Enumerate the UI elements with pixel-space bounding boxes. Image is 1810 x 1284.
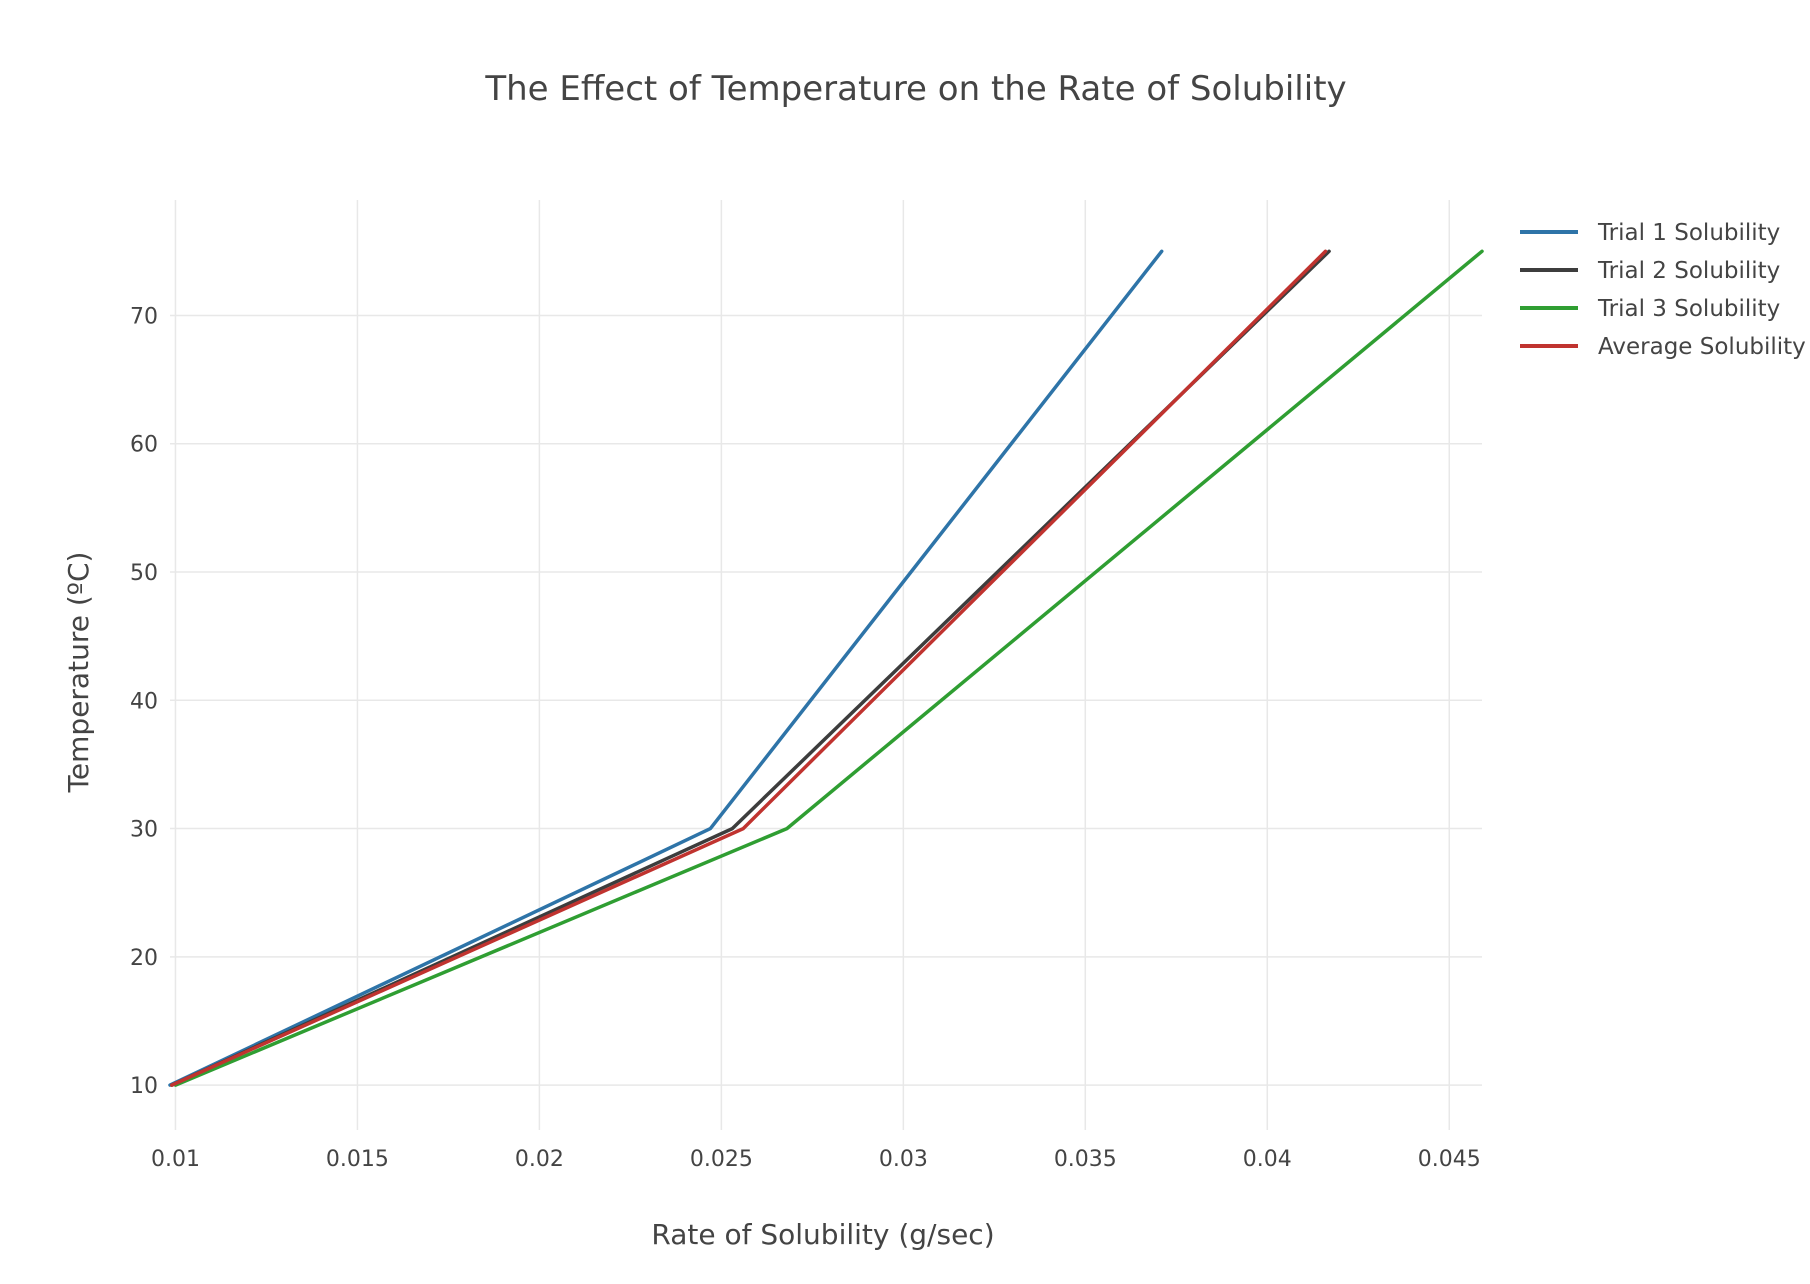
legend-item-3[interactable]: Trial 3 Solubility <box>1520 296 1780 322</box>
legend-label: Average Solubility <box>1598 334 1806 360</box>
series-line-4 <box>170 249 1328 1087</box>
x-tick-label: 0.035 <box>1054 1147 1117 1172</box>
x-axis-ticks: 0.01 0.015 0.02 0.025 0.03 0.035 0.04 0.045 <box>151 1147 1481 1172</box>
legend-item-1[interactable]: Trial 1 Solubility <box>1520 220 1780 246</box>
x-tick-label: 0.01 <box>151 1147 200 1172</box>
y-axis-title: Temperature (ºC) <box>62 552 95 794</box>
x-tick-label: 0.03 <box>879 1147 928 1172</box>
y-tick-label: 50 <box>130 561 158 586</box>
x-tick-label: 0.04 <box>1243 1147 1292 1172</box>
plot-series <box>168 249 1484 1087</box>
legend-item-4[interactable]: Average Solubility <box>1520 334 1806 360</box>
y-tick-label: 60 <box>130 433 158 458</box>
x-axis-title: Rate of Solubility (g/sec) <box>651 1218 994 1251</box>
y-tick-label: 10 <box>130 1074 158 1099</box>
legend-label: Trial 1 Solubility <box>1597 220 1780 246</box>
legend[interactable]: Trial 1 Solubility Trial 2 Solubility Tria… <box>1520 220 1806 360</box>
series-line-3 <box>173 249 1484 1087</box>
legend-item-2[interactable]: Trial 2 Solubility <box>1520 258 1780 284</box>
x-tick-label: 0.015 <box>326 1147 389 1172</box>
series-line-1 <box>168 249 1164 1087</box>
y-tick-label: 70 <box>130 304 158 329</box>
y-tick-label: 30 <box>130 818 158 843</box>
series-line-2 <box>170 249 1331 1087</box>
legend-label: Trial 3 Solubility <box>1597 296 1780 322</box>
x-tick-label: 0.045 <box>1418 1147 1481 1172</box>
x-tick-label: 0.025 <box>690 1147 753 1172</box>
y-tick-label: 40 <box>130 689 158 714</box>
legend-label: Trial 2 Solubility <box>1597 258 1780 284</box>
y-axis-ticks: 10 20 30 40 50 60 70 <box>130 304 158 1099</box>
chart-title: The Effect of Temperature on the Rate of… <box>484 69 1346 109</box>
x-tick-label: 0.02 <box>515 1147 564 1172</box>
y-tick-label: 20 <box>130 946 158 971</box>
